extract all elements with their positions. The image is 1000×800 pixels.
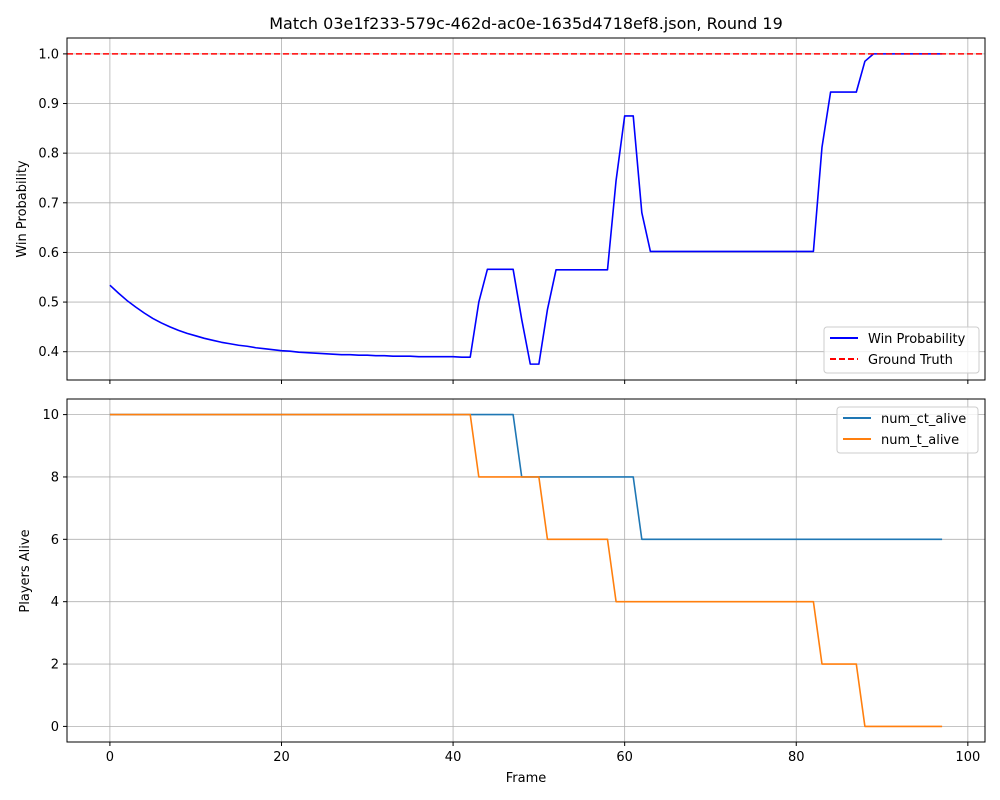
legend-label-win-probability: Win Probability <box>868 332 966 347</box>
y-tick-label: 4 <box>51 595 59 610</box>
plot-frame <box>66 398 986 743</box>
y-tick-label: 2 <box>51 658 59 673</box>
y-tick-label: 0.8 <box>38 147 59 162</box>
legend-box <box>823 326 980 374</box>
legend-box <box>836 406 979 454</box>
legend: num_ct_alive num_t_alive <box>836 406 979 454</box>
x-tick-label: 100 <box>955 750 980 765</box>
x-tick-label: 20 <box>273 750 290 765</box>
chart-title: Match 03e1f233-579c-462d-ac0e-1635d4718e… <box>269 14 783 33</box>
y-tick-label: 0.6 <box>38 246 59 261</box>
series-layer <box>67 53 985 365</box>
y-axis-ticks: 0 2 4 6 8 10 <box>42 408 67 735</box>
y-tick-label: 0 <box>51 720 59 735</box>
plot-frame <box>66 37 986 381</box>
y-tick-label: 6 <box>51 533 59 548</box>
legend-label-ground-truth: Ground Truth <box>868 353 953 368</box>
x-axis-label: Frame <box>506 771 547 786</box>
grid <box>67 399 985 742</box>
legend-label-num-t-alive: num_t_alive <box>881 433 959 448</box>
series-line-num-t-alive <box>109 413 943 728</box>
y-axis-label: Win Probability <box>15 160 30 258</box>
y-tick-label: 0.5 <box>38 296 59 311</box>
y-tick-label: 0.9 <box>38 97 59 112</box>
win-probability-plot: 0.4 0.5 0.6 0.7 0.8 0.9 1.0 Win Probability Wi… <box>15 37 986 384</box>
x-tick-label: 80 <box>788 750 805 765</box>
legend-label-num-ct-alive: num_ct_alive <box>881 412 966 427</box>
x-axis-ticks: 0 20 40 60 80 100 <box>106 742 980 765</box>
y-tick-label: 0.7 <box>38 196 59 211</box>
x-tick-label: 60 <box>616 750 633 765</box>
series-layer <box>109 413 943 728</box>
x-tick-label: 0 <box>106 750 114 765</box>
x-tick-label: 40 <box>445 750 462 765</box>
y-tick-label: 1.0 <box>38 47 59 62</box>
x-axis-ticks <box>109 380 969 384</box>
series-line-win-probability <box>109 53 943 365</box>
y-tick-label: 10 <box>42 408 59 423</box>
y-tick-label: 0.4 <box>38 345 59 360</box>
players-alive-plot: 0 20 40 60 80 100 0 2 4 6 8 10 Frame Players Alive… <box>18 398 986 786</box>
y-axis-ticks: 0.4 0.5 0.6 0.7 0.8 0.9 1.0 <box>38 47 67 360</box>
legend: Win Probability Ground Truth <box>823 326 980 374</box>
y-tick-label: 8 <box>51 470 59 485</box>
y-axis-label: Players Alive <box>18 529 33 612</box>
